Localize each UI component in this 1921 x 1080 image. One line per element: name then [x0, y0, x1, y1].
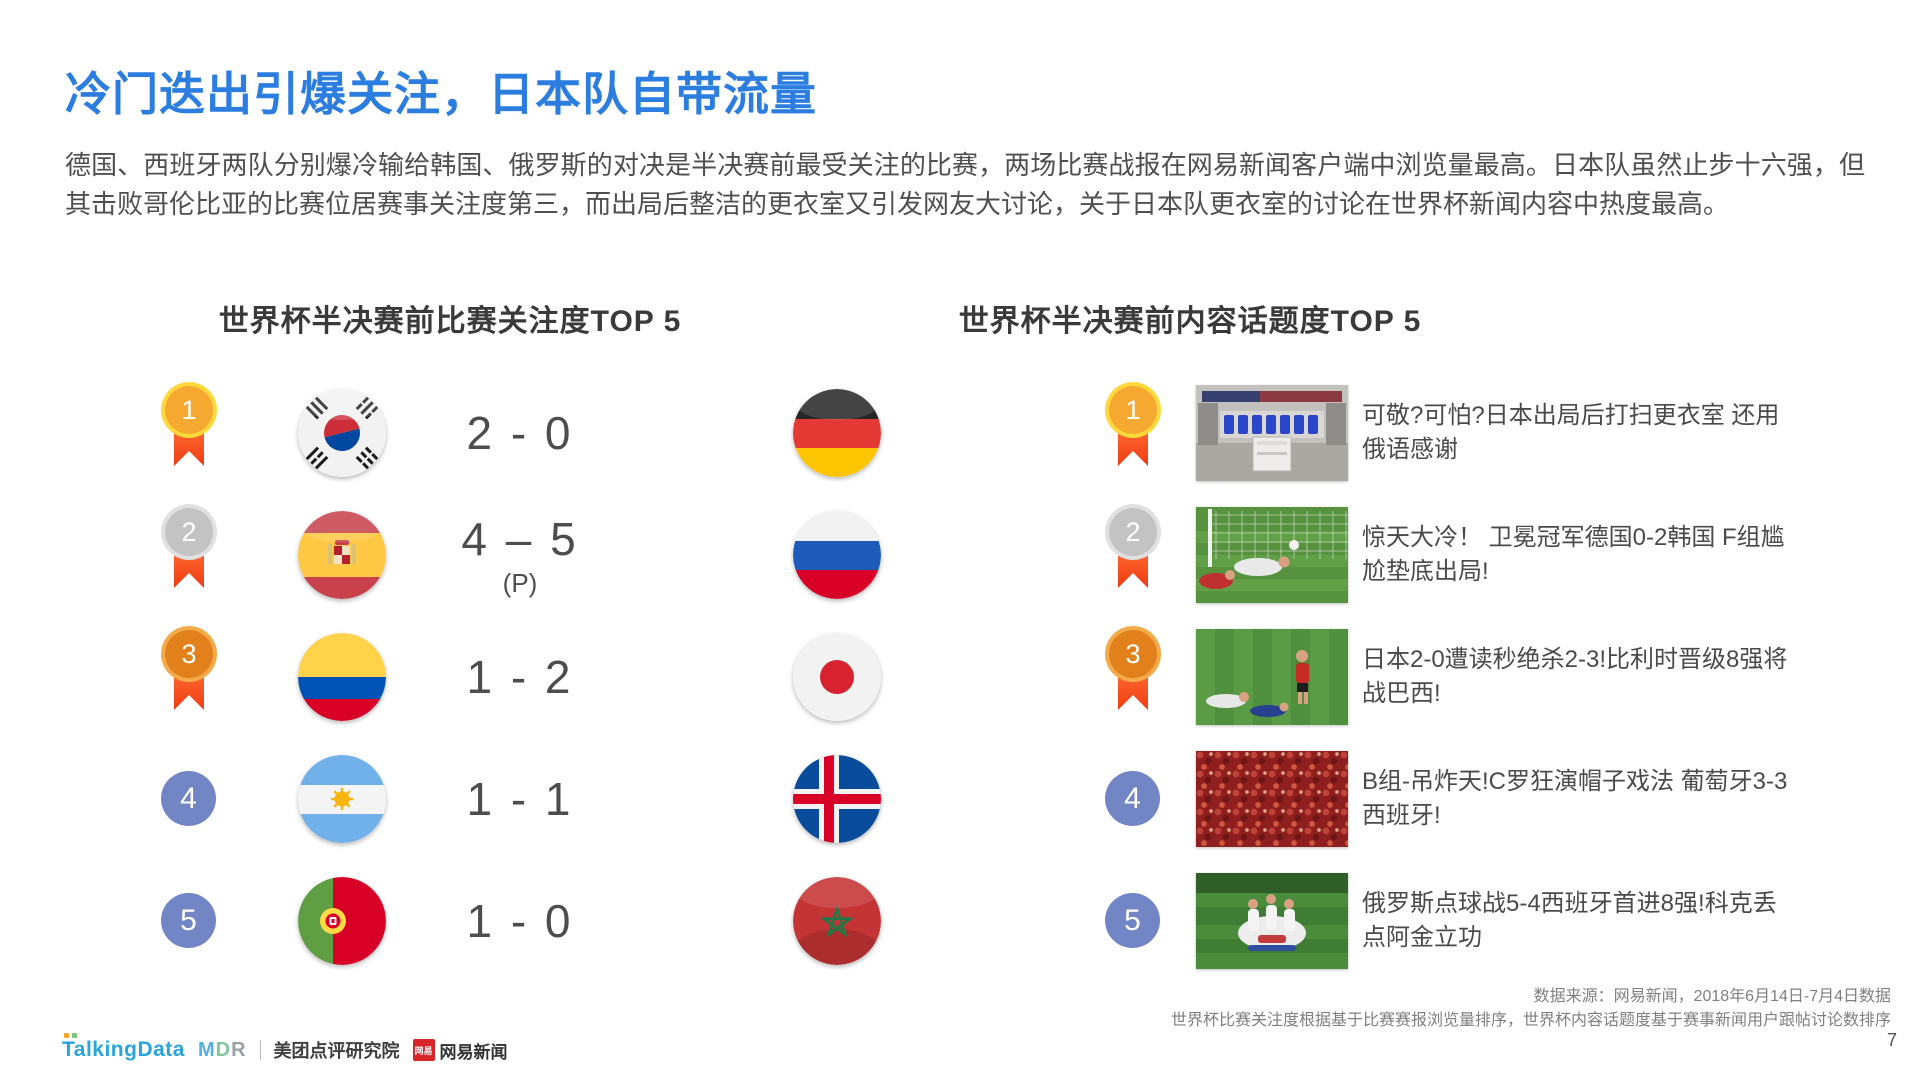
silver-medal-icon: 2: [1109, 508, 1157, 596]
left-panel-title: 世界杯半决赛前比赛关注度TOP 5: [218, 305, 682, 338]
data-source-line1: 数据来源：网易新闻，2018年6月14日-7月4日数据: [1533, 988, 1891, 1005]
rank-4-badge: 4: [161, 771, 216, 826]
topic-row-3: 3 日本2-0遭读秒绝杀2-3!比利时晋级8强将战巴西!: [0, 616, 1921, 738]
footer-logos: TalkingData MDR 美团点评研究院 网易 网易新闻: [62, 1033, 508, 1063]
topic-headline: 俄罗斯点球战5-4西班牙首进8强!科克丢点阿金立功: [1362, 890, 1777, 951]
rank-5-badge: 5: [161, 893, 216, 948]
match-row-1: 1: [0, 372, 1921, 494]
germany-korea-goal-photo: [1196, 507, 1348, 603]
match-row-4: 4 1 - 1: [0, 738, 1921, 860]
bronze-medal-icon: 3: [1109, 630, 1157, 718]
match-score: 2 - 0: [466, 407, 574, 459]
match-row-5: 5 1 - 0: [0, 860, 1921, 982]
rank-number: 2: [165, 508, 213, 556]
rank-number: 1: [1109, 386, 1157, 434]
topic-row-1: 1 可敬?可怕?日本出局后打: [0, 372, 1921, 494]
page-number: 7: [1886, 1030, 1897, 1050]
bronze-medal-icon: 3: [165, 630, 213, 718]
flag-south-korea-icon: [298, 389, 386, 477]
logo-divider: [259, 1040, 261, 1060]
penalty-note: (P): [502, 567, 538, 598]
netease-news-logo: 网易 网易新闻: [412, 1038, 508, 1063]
match-row-2: 2 4 – 5: [0, 494, 1921, 616]
talkingdata-logo: TalkingData: [62, 1033, 185, 1062]
silver-medal-icon: 2: [165, 508, 213, 596]
portugal-spain-fans-photo: [1196, 751, 1348, 847]
topic-headline: 日本2-0遭读秒绝杀2-3!比利时晋级8强将战巴西!: [1362, 646, 1788, 707]
flag-morocco-icon: [793, 877, 881, 965]
gold-medal-icon: 1: [165, 386, 213, 474]
topic-row-2: 2 惊天大冷！ 卫冕冠军德国0-2韩国 F组尴尬垫底出局!: [0, 494, 1921, 616]
rank-number: 1: [165, 386, 213, 434]
match-row-3: 3 1 - 2: [0, 616, 1921, 738]
page-title: 冷门迭出引爆关注，日本队自带流量: [65, 68, 817, 120]
topic-headline: 惊天大冷！ 卫冕冠军德国0-2韩国 F组尴尬垫底出局!: [1362, 524, 1785, 585]
locker-room-photo: [1196, 385, 1348, 481]
topic-row-5: 5 俄罗斯点球战5-4西班牙首进8强!科克丢点阿金立功: [0, 860, 1921, 982]
match-score: 1 - 1: [466, 773, 574, 825]
gold-medal-icon: 1: [1109, 386, 1157, 474]
talkingdata-dot-orange-icon: [64, 1033, 69, 1038]
mdr-logo: MDR: [197, 1038, 247, 1061]
match-score: 4 – 5 (P): [461, 512, 579, 598]
rank-number: 3: [165, 630, 213, 678]
match-score: 1 - 0: [466, 895, 574, 947]
japan-belgium-photo: [1196, 629, 1348, 725]
rank-number: 3: [1109, 630, 1157, 678]
rank-5-badge: 5: [1105, 893, 1160, 948]
talkingdata-dot-green-icon: [72, 1033, 77, 1038]
rank-number: 2: [1109, 508, 1157, 556]
match-score: 1 - 2: [466, 651, 574, 703]
topic-headline: 可敬?可怕?日本出局后打扫更衣室 还用俄语感谢: [1362, 402, 1780, 463]
netease-badge-icon: 网易: [412, 1039, 435, 1061]
flag-iceland-icon: [793, 755, 881, 843]
intro-paragraph: 德国、西班牙两队分别爆冷输给韩国、俄罗斯的对决是半决赛前最受关注的比赛，两场比赛…: [65, 150, 1865, 219]
flag-japan-icon: [793, 633, 881, 721]
topic-row-4: 4 B组-吊炸天!C罗狂演帽子戏法 葡萄牙3-3西班牙!: [0, 738, 1921, 860]
rank-4-badge: 4: [1105, 771, 1160, 826]
meituan-dianping-institute-logo: 美团点评研究院: [273, 1041, 400, 1061]
russia-celebration-photo: [1196, 873, 1348, 969]
data-source-line2: 世界杯比赛关注度根据基于比赛赛报浏览量排序，世界杯内容话题度基于赛事新闻用户跟帖…: [1170, 1012, 1891, 1029]
topic-headline: B组-吊炸天!C罗狂演帽子戏法 葡萄牙3-3西班牙!: [1362, 768, 1788, 829]
right-panel-title: 世界杯半决赛前内容话题度TOP 5: [958, 305, 1422, 338]
